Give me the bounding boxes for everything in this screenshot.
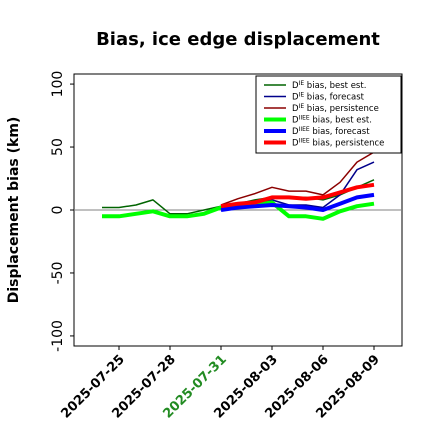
- legend-entry: DIE bias, best est.: [292, 80, 366, 91]
- y-tick-label: 0: [50, 206, 66, 215]
- y-tick-label: -100: [50, 320, 66, 352]
- legend-entry: DIE bias, persistence: [292, 103, 379, 114]
- legend-entry: DIIEE bias, forecast: [292, 126, 370, 137]
- y-tick-label: 50: [50, 138, 66, 156]
- legend-entry: DIE bias, forecast: [292, 92, 365, 103]
- legend-box: [255, 75, 402, 154]
- y-tick-label: -50: [50, 262, 66, 285]
- series-line: [220, 151, 375, 206]
- legend-entry: DIIEE bias, persistence: [292, 138, 384, 149]
- chart-title: Bias, ice edge displacement: [96, 29, 380, 50]
- legend: DIE bias, best est.DIE bias, forecastDIE…: [255, 75, 402, 154]
- series-line: [220, 192, 375, 212]
- y-axis-label: Displacement bias (km): [6, 117, 22, 304]
- legend-entry: DIIEE bias, best est.: [292, 115, 372, 126]
- series-line: [220, 182, 375, 209]
- y-tick-label: 100: [50, 71, 66, 98]
